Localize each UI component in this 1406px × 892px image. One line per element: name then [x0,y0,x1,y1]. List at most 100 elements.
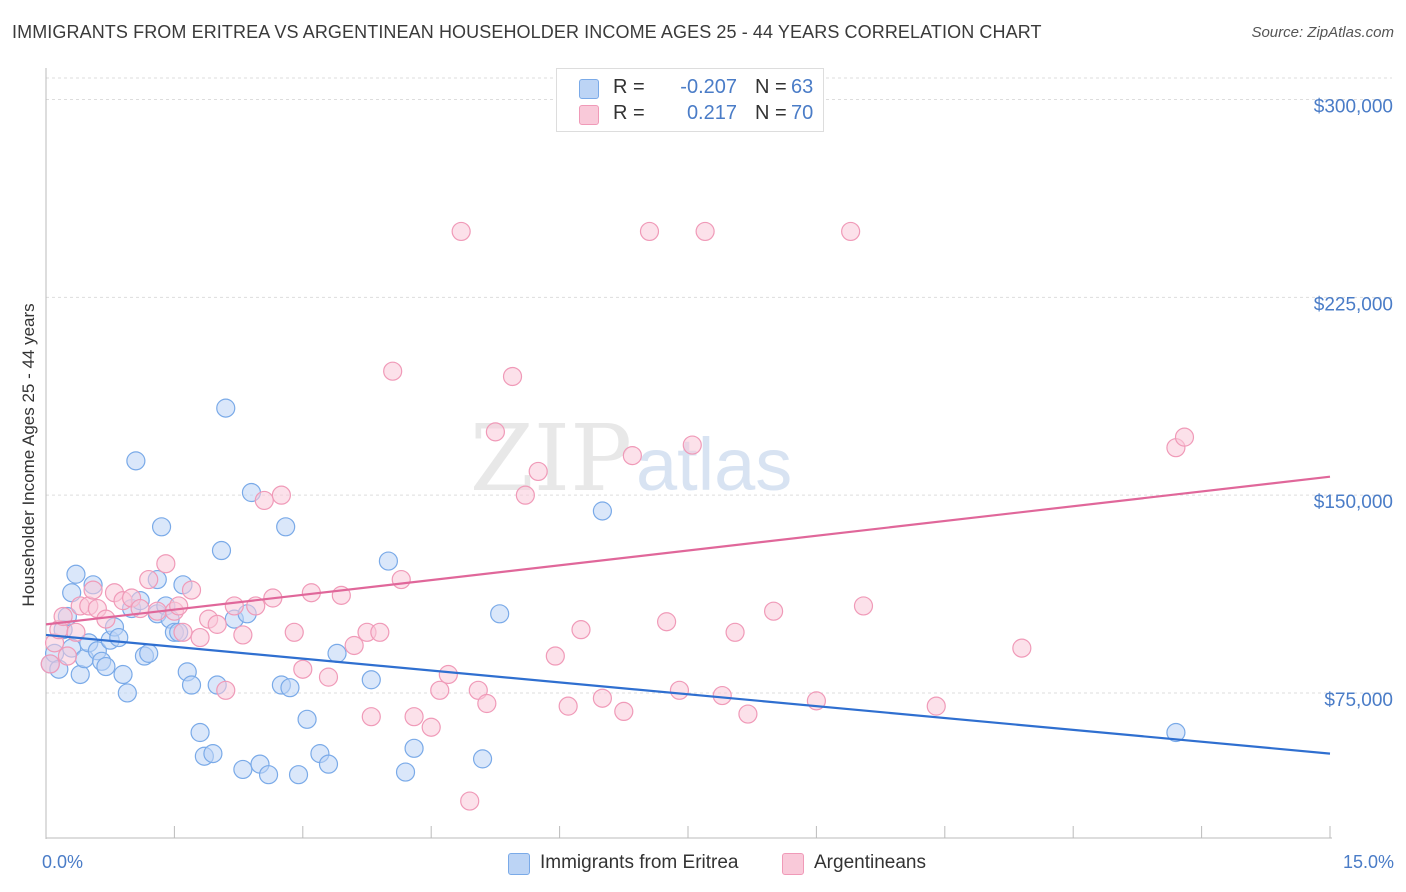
y-tick-labels: $75,000 $150,000 $225,000 $300,000 [1314,97,1393,711]
data-point [383,361,403,381]
data-point [190,722,210,743]
series-argentineans-points [40,221,1195,811]
data-point [173,622,193,642]
watermark: ZIP atlas [470,405,792,512]
data-point [361,670,381,690]
trend-lines [45,475,1331,755]
legend-r-label: R = [613,102,645,124]
y-axis-label: Householder Income Ages 25 - 44 years [19,303,38,606]
x-tick-label-max: 15.0% [1343,852,1394,872]
x-tick-label-min: 0.0% [42,852,83,872]
data-point [254,490,274,511]
series-legend-label-eritrea: Immigrants from Eritrea [540,852,739,873]
data-point [695,221,715,242]
legend-r-value: -0.207 [680,76,737,98]
data-point [622,445,642,466]
data-point [926,696,946,716]
data-point [284,622,304,642]
data-point [271,485,291,505]
data-point [139,643,159,663]
data-point [361,707,381,727]
data-point [344,635,364,656]
data-point [151,517,172,537]
data-point [460,791,480,811]
data-point [485,422,505,442]
legend-swatch-argentineans [579,105,599,125]
watermark-zip: ZIP [470,405,632,512]
data-point [490,604,510,624]
data-point [515,485,535,505]
data-point [404,707,424,727]
data-point [276,517,296,537]
data-point [378,551,398,571]
source-label: Source: ZipAtlas.com [1251,24,1394,41]
data-point [190,627,210,648]
data-point [327,643,347,663]
legend-n-value: 70 [791,102,814,124]
data-point [712,685,732,706]
data-point [224,596,244,616]
y-tick-label: $150,000 [1314,492,1393,513]
data-point [233,759,253,780]
legend-swatch-eritrea [579,79,599,99]
data-point [233,625,253,645]
legend-n-label: N = [755,102,787,124]
data-point [592,501,613,521]
legend-r-label: R = [613,76,645,98]
data-point [83,580,103,600]
data-point [211,540,232,561]
data-point [297,709,317,729]
y-tick-label: $300,000 [1314,97,1393,118]
data-point [318,667,339,687]
data-point [156,554,176,574]
data-point [558,696,578,716]
chart-title: IMMIGRANTS FROM ERITREA VS ARGENTINEAN H… [12,22,1042,42]
data-point [181,580,202,600]
watermark-atlas: atlas [636,423,792,506]
data-point [66,564,86,584]
data-point [70,664,90,685]
series-legend-label-argentineans: Argentineans [814,852,926,873]
stats-legend: R = -0.207 N = 63 R = 0.217 N = 70 [556,68,824,132]
data-point [725,622,745,642]
data-point [109,627,129,648]
data-point [614,701,634,722]
data-point [57,646,78,666]
data-point [293,659,313,679]
data-point [181,675,202,695]
data-point [404,738,424,758]
data-point [216,680,236,700]
data-point [258,765,279,785]
data-point [682,435,702,455]
data-point [207,614,227,634]
trend-line [45,475,1331,626]
data-point [288,765,309,785]
data-point [391,569,411,590]
data-point [40,654,60,674]
y-tick-label: $75,000 [1324,690,1393,711]
data-point [318,754,339,774]
data-point [1012,638,1032,658]
data-point [203,744,223,764]
axes [45,68,1332,839]
data-point [472,749,493,769]
data-point [545,646,565,666]
data-point [96,656,116,677]
legend-n-value: 63 [791,76,814,98]
data-point [216,398,236,418]
data-point [571,620,591,640]
data-point [421,717,441,737]
data-point [669,680,690,700]
series-legend-swatch-argentineans [782,853,804,875]
data-point [853,596,874,616]
data-point [430,680,450,700]
data-point [656,612,677,632]
data-point [502,366,523,387]
data-point [1166,722,1186,743]
data-point [841,221,861,242]
data-point [370,622,390,642]
data-point [1174,427,1195,447]
series-legend-swatch-eritrea [508,853,530,875]
data-point [438,664,458,685]
